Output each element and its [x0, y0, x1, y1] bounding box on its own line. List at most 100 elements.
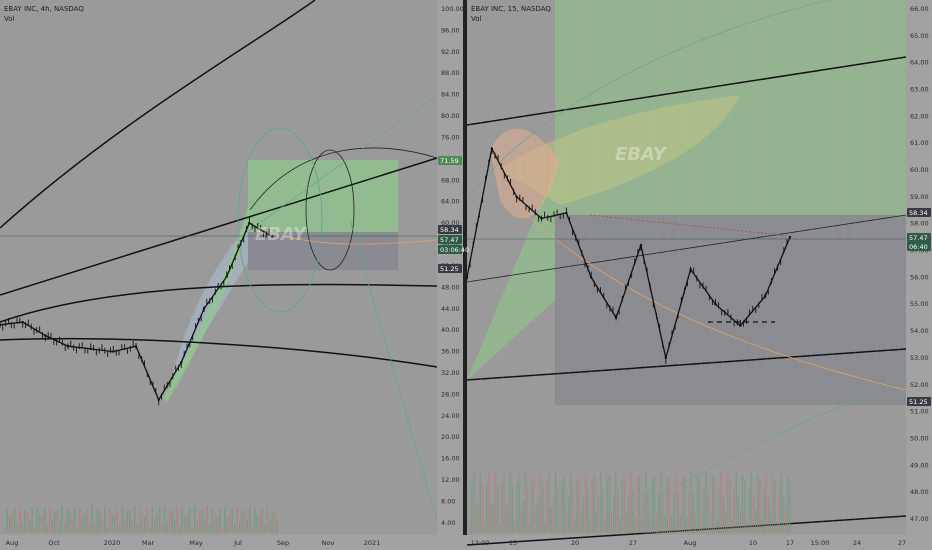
right-volume-bar: [770, 508, 772, 533]
left-volume-bar: [211, 508, 213, 533]
left-y-tick: 4.00: [441, 519, 455, 527]
right-volume-bar: [522, 500, 524, 533]
time-axis-panel: [0, 535, 932, 550]
right-volume-bar: [735, 472, 737, 533]
right-volume-bar: [718, 490, 720, 533]
left-x-tick: 2020: [104, 539, 121, 547]
left-green-channel: [162, 209, 253, 402]
left-volume-bar: [99, 511, 101, 533]
right-volume-bar: [572, 488, 574, 533]
left-volume-bar: [94, 520, 96, 533]
price-badge-label: 58.34: [440, 226, 459, 234]
right-y-tick: 55.00: [910, 300, 929, 308]
right-volume-bar: [759, 480, 761, 533]
right-volume-bar: [630, 472, 632, 533]
right-volume-bar: [600, 472, 602, 533]
right-volume-bar: [681, 477, 684, 533]
right-y-tick: 66.00: [910, 5, 929, 13]
right-volume-bar: [750, 472, 752, 533]
price-badge[interactable]: [438, 264, 462, 273]
right-volume-bar: [585, 472, 587, 533]
left-volume-bar: [24, 509, 26, 533]
right-volume-bar: [507, 501, 509, 533]
right-volume-bar: [625, 512, 628, 533]
left-y-tick: 56.00: [441, 241, 460, 249]
price-badge[interactable]: [907, 242, 931, 251]
left-volume-bar: [276, 520, 278, 533]
right-volume-bar: [787, 474, 789, 533]
right-y-tick: 50.00: [910, 434, 929, 442]
right-x-tick: 20: [571, 539, 579, 547]
left-x-tick: May: [189, 539, 203, 547]
left-chart-title: EBAY INC, 4h, NASDAQ: [4, 5, 84, 13]
right-volume-bar: [767, 497, 770, 533]
right-volume-bar: [617, 490, 619, 533]
price-badge[interactable]: [438, 235, 462, 244]
left-volume-bar: [134, 506, 136, 533]
left-volume-bar: [29, 518, 31, 533]
right-volume-bar: [686, 515, 688, 533]
right-volume-bar: [501, 482, 503, 533]
left-y-tick: 20.00: [441, 433, 460, 441]
left-volume-bar: [199, 511, 201, 533]
right-volume-bar: [705, 472, 707, 533]
right-volume-bar: [658, 493, 660, 533]
price-badge[interactable]: [907, 208, 931, 217]
right-volume-bar: [673, 492, 675, 533]
left-volume-bar: [224, 506, 226, 533]
left-volume-bar: [221, 527, 223, 533]
left-volume-bar: [239, 521, 241, 533]
right-volume-bar: [649, 515, 651, 533]
left-volume-bar: [244, 511, 246, 533]
left-volume-bar: [14, 508, 16, 533]
right-volume-bar: [567, 497, 570, 533]
price-badge[interactable]: [438, 225, 462, 234]
left-volume-bar: [109, 507, 111, 533]
left-volume-bar: [121, 506, 123, 533]
right-x-tick: 15:00: [811, 539, 830, 547]
left-y-tick: 92.00: [441, 48, 460, 56]
right-volume-bar: [647, 491, 649, 533]
right-volume-bar: [742, 475, 744, 533]
left-volume-bar: [66, 508, 68, 533]
left-volume-bar: [176, 506, 178, 533]
right-volume-bar: [565, 508, 567, 533]
left-volume-bar: [166, 521, 168, 533]
left-volume-bar: [69, 512, 71, 533]
left-volume-bar: [31, 506, 33, 533]
left-volume-bar: [19, 506, 21, 533]
left-volume-bar: [84, 512, 86, 533]
right-volume-bar: [492, 501, 494, 533]
left-volume-bar: [11, 512, 13, 533]
right-volume-bar: [570, 472, 572, 533]
right-x-tick: 17: [786, 539, 794, 547]
left-volume-bar: [136, 523, 138, 533]
right-volume-bar: [527, 486, 529, 533]
left-volume-bar: [189, 507, 191, 533]
right-volume-bar: [660, 472, 662, 533]
left-volume-bar: [106, 525, 108, 533]
right-volume-bar: [757, 475, 759, 533]
right-x-tick: 10: [749, 539, 757, 547]
right-volume-bar: [722, 495, 724, 533]
left-volume-bar: [41, 514, 43, 533]
price-badge[interactable]: [438, 245, 462, 254]
left-y-tick: 64.00: [441, 198, 460, 206]
left-volume-bar: [111, 514, 113, 533]
left-teal-diagonal: [349, 219, 438, 521]
price-badge[interactable]: [438, 156, 462, 165]
left-y-tick: 44.00: [441, 305, 460, 313]
price-badge[interactable]: [907, 233, 931, 242]
right-volume-bar: [763, 488, 765, 533]
right-volume-bar: [671, 514, 673, 533]
right-volume-bar: [473, 473, 475, 533]
price-badge[interactable]: [907, 397, 931, 406]
right-volume-bar: [709, 512, 711, 533]
left-y-tick: 16.00: [441, 455, 460, 463]
left-y-tick: 100.00: [441, 5, 464, 13]
left-y-tick: 40.00: [441, 326, 460, 334]
left-volume-bar: [181, 507, 183, 533]
right-y-tick: 47.00: [910, 515, 929, 523]
